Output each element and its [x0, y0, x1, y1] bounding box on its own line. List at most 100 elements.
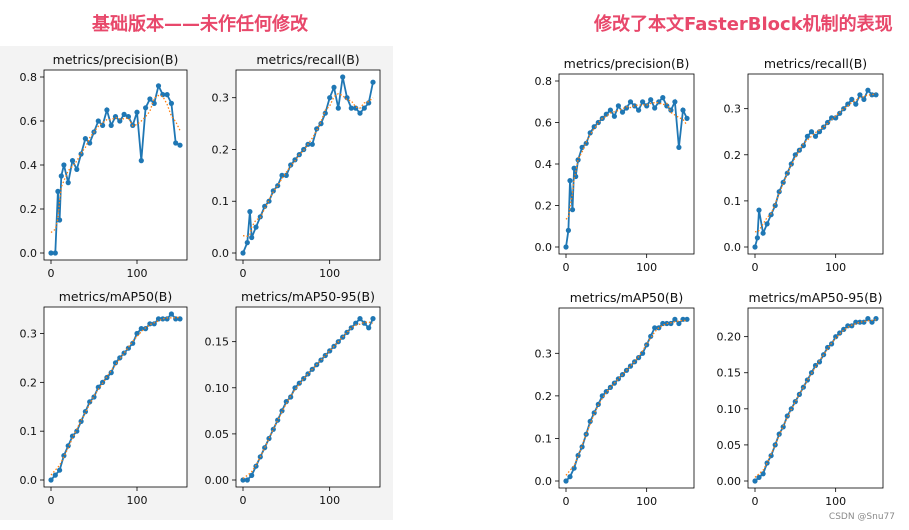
- x-tick-label: 100: [636, 495, 657, 508]
- data-point: [792, 399, 798, 405]
- data-point: [676, 320, 682, 327]
- data-point: [121, 111, 127, 117]
- y-tick-label: 0.0: [20, 247, 38, 260]
- chart-right-5: metrics/recall(B) 0.0 0.1 0.2 0.3 0 100: [724, 56, 884, 274]
- data-point: [143, 326, 149, 332]
- data-point: [587, 418, 593, 424]
- baseline-figure: metrics/precision(B)0.00.20.40.60.80 100m…: [20, 52, 381, 507]
- axes-frame: [43, 69, 188, 261]
- data-point: [764, 221, 770, 227]
- y-tick-label: 0.00: [717, 475, 742, 488]
- x-tick-label: 100: [319, 494, 340, 507]
- data-point: [275, 417, 281, 423]
- axes-frame: [235, 69, 381, 261]
- data-point: [112, 360, 119, 366]
- data-point: [804, 133, 810, 139]
- data-point: [676, 144, 682, 150]
- y-tick-label: 0.15: [717, 367, 742, 380]
- data-point: [569, 207, 576, 213]
- data-point: [151, 100, 157, 106]
- data-point: [270, 426, 276, 432]
- data-point: [833, 115, 839, 121]
- data-point: [623, 105, 630, 111]
- data-point: [567, 178, 573, 184]
- data-point: [318, 357, 324, 363]
- y-tick-label: 0.0: [724, 241, 742, 254]
- data-point: [69, 158, 76, 164]
- chart-left-2: metrics/mAP50(B) 0.0 0.1 0.2 0.3 0 100: [20, 289, 188, 507]
- data-point: [151, 321, 157, 327]
- baseline-figure-panel: metrics/precision(B) 0.0 0.2 0.4 0.6 0.8 0 100 m…: [0, 46, 393, 520]
- smooth-line: [565, 319, 688, 476]
- chart-right-7: metrics/mAP50-95(B) 0.00 0.05 0.10 0.15 0.20 0…: [717, 290, 884, 508]
- y-tick-label: 0.2: [20, 376, 38, 389]
- data-point: [607, 107, 613, 113]
- data-point: [611, 113, 617, 119]
- data-point: [117, 118, 123, 124]
- chart-title: metrics/mAP50(B): [570, 290, 683, 305]
- y-tick-label: 0.0: [535, 475, 553, 488]
- data-point: [155, 316, 162, 322]
- y-tick-label: 0.05: [717, 439, 742, 452]
- x-tick-label: 100: [825, 261, 846, 274]
- data-point: [752, 478, 758, 484]
- y-tick-label: 0.05: [205, 428, 230, 441]
- data-point: [309, 141, 315, 147]
- data-point: [579, 144, 585, 150]
- data-point: [138, 158, 144, 164]
- axes-frame: [43, 306, 188, 488]
- data-point: [571, 465, 577, 471]
- data-point: [861, 96, 867, 102]
- data-point: [849, 96, 855, 102]
- data-point: [615, 103, 621, 109]
- data-point: [636, 107, 642, 113]
- chart-title: metrics/mAP50-95(B): [749, 290, 883, 305]
- chart-left-3: metrics/mAP50-95(B) 0.00 0.05 0.10 0.15 0 100: [205, 289, 381, 507]
- data-point: [760, 230, 766, 236]
- data-point: [756, 207, 762, 213]
- data-point: [134, 330, 140, 337]
- y-tick-label: 0.2: [535, 200, 553, 213]
- data-point: [800, 384, 806, 390]
- data-point: [857, 92, 863, 98]
- data-point: [160, 316, 166, 322]
- data-point: [130, 340, 136, 346]
- data-point: [177, 316, 183, 322]
- data-point: [52, 250, 58, 256]
- data-point: [857, 319, 863, 325]
- data-point: [640, 350, 646, 356]
- data-point: [155, 83, 162, 89]
- y-tick-label: 0.2: [212, 143, 230, 156]
- data-point: [318, 121, 324, 127]
- y-tick-label: 0.20: [717, 331, 742, 344]
- data-point: [680, 107, 686, 113]
- smooth-line: [50, 316, 181, 476]
- axes-frame: [558, 73, 695, 255]
- data-point: [117, 355, 123, 361]
- chart-title: metrics/mAP50-95(B): [241, 289, 375, 304]
- data-point: [648, 333, 654, 339]
- y-tick-label: 0.1: [20, 425, 38, 438]
- data-point: [104, 107, 110, 113]
- data-point: [48, 250, 54, 256]
- x-tick-label: 0: [240, 494, 247, 507]
- data-point: [108, 122, 114, 128]
- data-point: [147, 96, 153, 102]
- y-tick-label: 0.10: [205, 382, 230, 395]
- x-tick-label: 0: [240, 267, 247, 280]
- data-point: [869, 319, 875, 325]
- data-point: [571, 165, 577, 171]
- data-point: [164, 92, 170, 98]
- x-tick-label: 0: [563, 495, 570, 508]
- y-tick-label: 0.15: [205, 336, 230, 349]
- data-point: [567, 474, 573, 480]
- data-point: [348, 105, 354, 111]
- data-point: [672, 99, 678, 105]
- data-point: [652, 105, 658, 111]
- data-point: [361, 105, 367, 111]
- data-point: [563, 244, 569, 250]
- y-tick-label: 0.3: [20, 328, 38, 341]
- data-point: [825, 119, 831, 126]
- data-point: [74, 166, 80, 172]
- data-point: [353, 320, 359, 326]
